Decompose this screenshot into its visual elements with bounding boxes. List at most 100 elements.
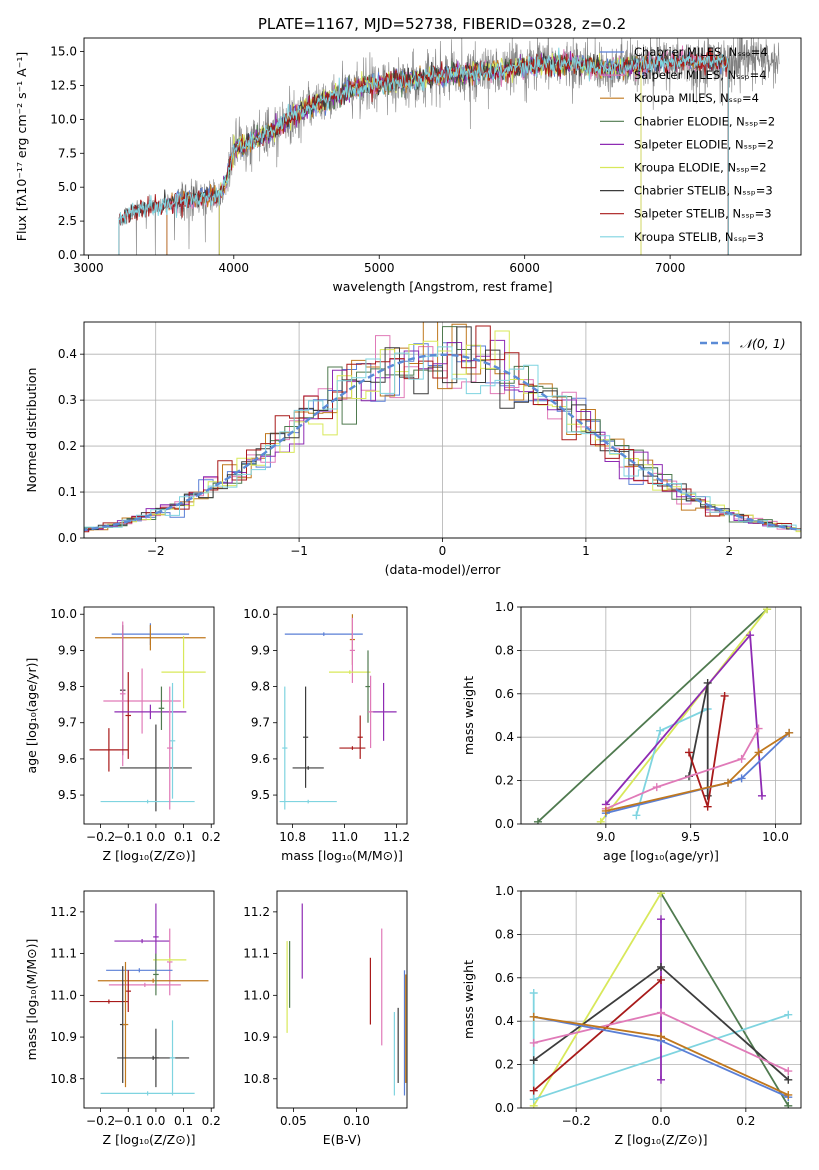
errorbar-point [329, 670, 371, 674]
weight-line [605, 732, 790, 812]
figure-title: PLATE=1167, MJD=52738, FIBERID=0328, z=0… [258, 15, 626, 33]
x-axis-label: Z [log₁₀(Z/Z⊙)] [103, 848, 196, 863]
weight-line [533, 979, 662, 1092]
spectrum-model-line [218, 52, 642, 255]
errorbar-point [166, 686, 173, 810]
x-axis-label: (data-model)/error [385, 562, 502, 577]
x-axis-label: age [log₁₀(age/yr)] [603, 848, 719, 863]
weight-marker [703, 678, 712, 687]
errorbar-point [349, 617, 355, 683]
y-axis-label: Flux [fλ10⁻¹⁷ erg cm⁻² s⁻¹ A⁻¹] [14, 52, 29, 241]
panel-weight-vs-Z: −0.2 0.0 0.2 0.0 0.2 0.4 0.6 0.8 1.0 Z [log₁₀(Z/Z… [461, 884, 802, 1147]
y-tick-label: 0.8 [495, 643, 514, 657]
y-tick-label: 9.5 [58, 788, 77, 802]
weight-marker [724, 778, 733, 787]
y-tick-label: 9.7 [251, 716, 270, 730]
y-tick-label: 9.5 [251, 788, 270, 802]
legend-label: Kroupa ELODIE, Nₛₛₚ=2 [634, 161, 767, 175]
x-tick-label: 0.10 [343, 1114, 370, 1128]
weight-marker [529, 1038, 538, 1047]
axes-frame: −0.2 0.0 0.2 0.0 0.2 0.4 0.6 0.8 1.0 Z [log₁₀(Z/Z… [461, 884, 802, 1147]
x-axis-label: mass [log₁₀(M/M⊙)] [281, 848, 403, 863]
errorbar-point [89, 728, 129, 772]
weight-marker [657, 1032, 665, 1041]
x-tick-label: 5000 [364, 261, 395, 275]
y-tick-label: 0.4 [58, 347, 77, 361]
legend-label: Salpeter MILES, Nₛₛₚ=4 [634, 68, 767, 82]
axes-border [276, 890, 408, 1109]
legend-label: 𝒩(0, 1) [740, 336, 786, 351]
errorbar-point [303, 686, 309, 788]
axes-frame: 9.0 9.5 10.0 0.0 0.2 0.4 0.6 0.8 1.0 age [log₁₀(a… [461, 600, 802, 863]
x-tick-label: −0.1 [114, 1114, 143, 1128]
x-tick-label: −1 [290, 544, 308, 558]
y-tick-label: 9.6 [251, 752, 270, 766]
x-tick-label: 9.0 [596, 830, 615, 844]
errorbar-point [103, 668, 181, 734]
weight-line [605, 728, 760, 810]
weight-marker [596, 817, 605, 824]
y-tick-label: 0.0 [58, 531, 77, 545]
y-tick-label: 0.2 [58, 439, 77, 453]
normal-reference-line [84, 353, 801, 532]
y-axis-label: age [log₁₀(age/yr)] [24, 658, 39, 774]
errorbar-point [106, 968, 173, 973]
errorbar-point [370, 682, 397, 741]
y-tick-label: 1.0 [495, 884, 514, 898]
weight-marker [656, 726, 665, 735]
y-tick-label: 0.6 [495, 971, 514, 985]
legend-label: Salpeter STELIB, Nₛₛₚ=3 [634, 207, 772, 221]
x-tick-label: 2 [725, 544, 733, 558]
errorbar-point [158, 686, 165, 730]
panel-mass-vs-Z: −0.2−0.1 0.0 0.1 0.2 10.8 10.9 11.0 11.1 11.2 Z [… [24, 890, 221, 1147]
errorbar-point [282, 686, 288, 810]
panel-age-vs-Z: −0.2−0.1 0.0 0.1 0.2 9.5 9.6 9.7 9.8 9.9 10.0 Z [l… [24, 606, 221, 863]
weight-marker [703, 802, 712, 811]
y-tick-label: 15.0 [50, 45, 77, 59]
weight-marker [657, 975, 665, 984]
weight-marker [657, 891, 665, 898]
y-tick-label: 10.9 [50, 1030, 77, 1044]
y-tick-label: 0.8 [495, 927, 514, 941]
weight-marker [601, 806, 610, 815]
x-axis-label: wavelength [Angstrom, rest frame] [332, 279, 552, 294]
weight-marker [763, 607, 772, 614]
y-axis-label: Normed distribution [24, 368, 39, 493]
y-tick-label: 9.9 [58, 643, 77, 657]
weight-line [600, 608, 768, 823]
errorbar-point [119, 621, 126, 767]
axes-frame: −0.2−0.1 0.0 0.1 0.2 10.8 10.9 11.0 11.1 11.2 Z [… [24, 890, 221, 1147]
y-tick-label: 11.0 [243, 988, 270, 1002]
x-tick-label: 0.0 [146, 830, 165, 844]
weight-marker [657, 915, 665, 924]
weight-marker [529, 1086, 538, 1095]
errorbar-point [161, 635, 206, 709]
axes-frame: 10.8 11.0 11.2 9.5 9.6 9.7 9.8 9.9 10.0 mass [log… [243, 606, 410, 863]
weight-line [660, 892, 790, 1107]
axes-frame: 3000 4000 5000 6000 7000 0.0 2.5 5.0 7.5 10.0 12.5… [14, 37, 802, 294]
weight-marker [652, 783, 661, 792]
weight-marker [784, 1010, 793, 1019]
panel-residuals: −2 −1 0 1 2 0.0 0.1 0.2 0.3 0.4 (data-model)/error… [24, 321, 802, 577]
errorbar-point [125, 970, 132, 1013]
weight-marker [737, 774, 746, 783]
axes-border [520, 606, 802, 825]
spectrum-model-line [118, 47, 729, 255]
panel-mass-vs-ebv: 0.05 0.10 10.8 10.9 11.0 11.1 11.2 E(B-V) [243, 890, 408, 1147]
x-tick-label: 7000 [655, 261, 686, 275]
plot-area [286, 903, 407, 1096]
y-tick-label: 0.0 [495, 1101, 514, 1115]
weight-marker [529, 988, 538, 997]
y-tick-label: 10.0 [50, 112, 77, 126]
legend-label: Chabrier STELIB, Nₛₛₚ=3 [634, 184, 773, 198]
y-tick-label: 11.2 [50, 905, 77, 919]
plot-area [89, 621, 206, 812]
weight-marker [657, 962, 665, 971]
y-tick-label: 1.0 [495, 600, 514, 614]
x-axis-label: Z [log₁₀(Z/Z⊙)] [615, 1132, 708, 1147]
y-tick-label: 9.8 [58, 680, 77, 694]
y-tick-label: 7.5 [58, 146, 77, 160]
weight-marker [737, 754, 746, 763]
weight-marker [754, 724, 763, 733]
